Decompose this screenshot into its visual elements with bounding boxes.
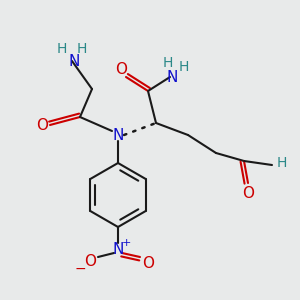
Text: H: H bbox=[77, 42, 87, 56]
Text: O: O bbox=[36, 118, 48, 133]
Text: H: H bbox=[179, 60, 189, 74]
Text: H: H bbox=[163, 56, 173, 70]
Text: H: H bbox=[277, 156, 287, 170]
Text: O: O bbox=[84, 254, 96, 268]
Text: −: − bbox=[74, 262, 86, 276]
Text: N: N bbox=[68, 53, 80, 68]
Text: N: N bbox=[112, 128, 124, 142]
Text: +: + bbox=[121, 238, 131, 248]
Text: O: O bbox=[242, 185, 254, 200]
Text: H: H bbox=[57, 42, 67, 56]
Text: O: O bbox=[142, 256, 154, 271]
Text: O: O bbox=[115, 61, 127, 76]
Text: N: N bbox=[112, 242, 124, 256]
Text: N: N bbox=[166, 70, 178, 85]
